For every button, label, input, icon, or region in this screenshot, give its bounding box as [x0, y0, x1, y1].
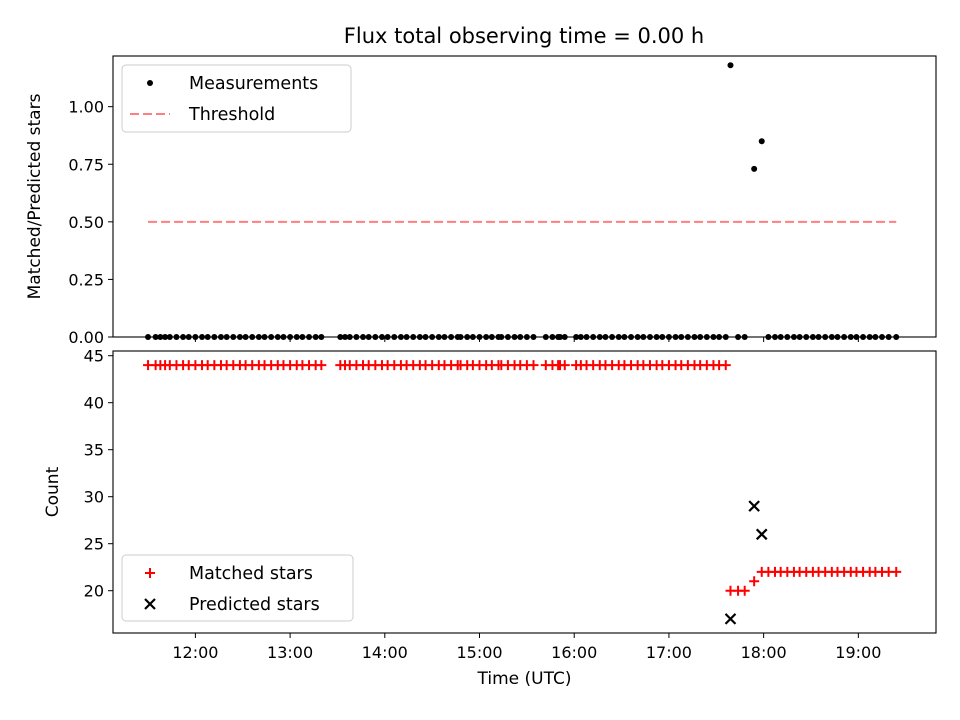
- y-axis-label: Matched/Predicted stars: [25, 93, 45, 299]
- plot-frame: [112, 350, 937, 634]
- bottom-panel: 20 25 30 35 40 45 12:00 13:00 14:00 15:00 16:00 17:…: [43, 347, 937, 689]
- predicted-star-point: [748, 500, 760, 512]
- legend-marker-predicted: [144, 598, 156, 610]
- matched-star-point: [891, 566, 902, 577]
- plot-frame: [112, 55, 937, 338]
- y-tick-label: 0.50: [68, 213, 104, 232]
- legend-label: Threshold: [188, 105, 275, 125]
- predicted-star-point: [755, 528, 768, 541]
- x-tick-label: 12:00: [172, 643, 218, 662]
- matched-star-point: [739, 585, 750, 596]
- x-tick-label: 16:00: [551, 643, 597, 662]
- x-tick-label: 19:00: [835, 643, 881, 662]
- y-tick-label: 25: [84, 535, 104, 554]
- y-tick-label: 35: [84, 441, 104, 460]
- predicted-star-point: [724, 613, 737, 625]
- measurement-point: [727, 62, 734, 69]
- y-tick-label: 45: [84, 347, 104, 366]
- legend-box: [121, 554, 354, 622]
- measurement-point: [758, 138, 765, 145]
- y-tick-label: 1.00: [68, 98, 104, 117]
- y-tick-label: 20: [84, 582, 104, 601]
- matched-star-point: [559, 360, 570, 371]
- plot-area: [143, 360, 902, 625]
- legend-label: Matched stars: [189, 564, 313, 584]
- x-axis-label: Time (UTC): [477, 669, 572, 689]
- legend-marker-matched: [145, 568, 155, 578]
- top-panel: 0.00 0.25 0.50 0.75 1.00 Matched/Predicted st…: [25, 55, 937, 347]
- matched-star-point: [720, 360, 731, 371]
- y-tick-label: 30: [84, 488, 104, 507]
- legend-marker-measurements: [147, 80, 153, 86]
- y-tick-label: 0.75: [68, 155, 104, 174]
- legend-box: [121, 64, 352, 133]
- x-tick-label: 14:00: [362, 643, 408, 662]
- matched-star-point: [528, 360, 539, 371]
- y-axis-label: Count: [43, 466, 63, 517]
- measurement-point: [751, 165, 758, 172]
- x-tick-label: 13:00: [267, 643, 313, 662]
- x-tick-label: 15:00: [456, 643, 502, 662]
- matched-star-point: [316, 360, 327, 371]
- y-tick-label: 0.25: [68, 270, 104, 289]
- x-tick-label: 18:00: [741, 643, 787, 662]
- matched-star-point: [749, 576, 760, 587]
- x-tick-label: 17:00: [646, 643, 692, 662]
- y-tick-label: 40: [84, 394, 104, 413]
- legend-label: Measurements: [189, 74, 318, 94]
- chart-title: Flux total observing time = 0.00 h: [344, 24, 704, 48]
- legend-label: Predicted stars: [189, 595, 320, 615]
- y-tick-label: 0.00: [68, 328, 104, 347]
